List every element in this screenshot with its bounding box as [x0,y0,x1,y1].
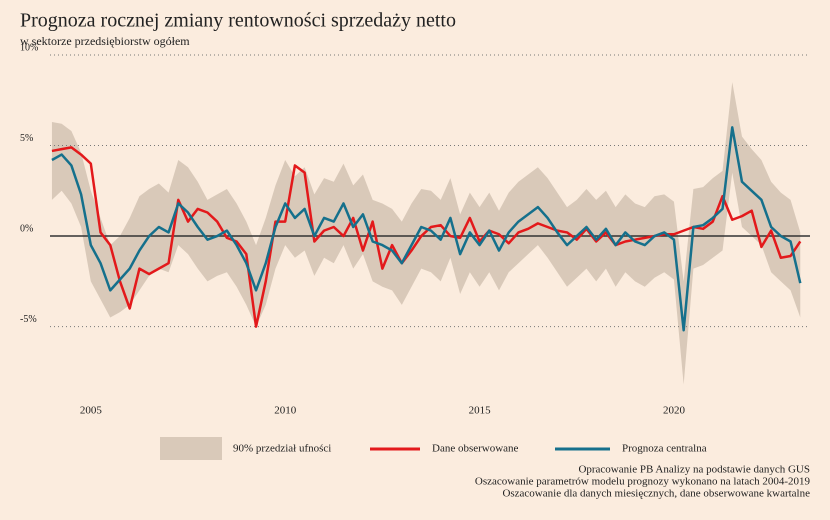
x-tick-label: 2015 [469,405,492,417]
legend-label: Prognoza centralna [622,443,707,455]
x-tick-label: 2010 [274,405,297,417]
legend-label: Dane obserwowane [432,443,519,455]
series-line [51,126,802,332]
chart-title: Prognoza rocznej zmiany rentowności sprz… [20,10,456,32]
note: Oszacowanie parametrów modelu prognozy w… [475,476,811,488]
chart-subtitle: w sektorze przedsiębiorstw ogółem [20,34,190,48]
note: Oszacowanie dla danych miesięcznych, dan… [502,488,810,500]
y-tick-label: 10% [20,42,38,53]
confidence-band [51,82,801,385]
legend-swatch [160,437,222,460]
x-tick-label: 2005 [80,405,103,417]
y-tick-label: -5% [20,314,37,325]
y-tick-label: 5% [20,133,33,144]
legend-label: 90% przedział ufności [233,443,331,455]
note: Opracowanie PB Analizy na podstawie dany… [578,464,810,476]
y-tick-label: 0% [20,223,33,234]
x-tick-label: 2020 [663,405,686,417]
